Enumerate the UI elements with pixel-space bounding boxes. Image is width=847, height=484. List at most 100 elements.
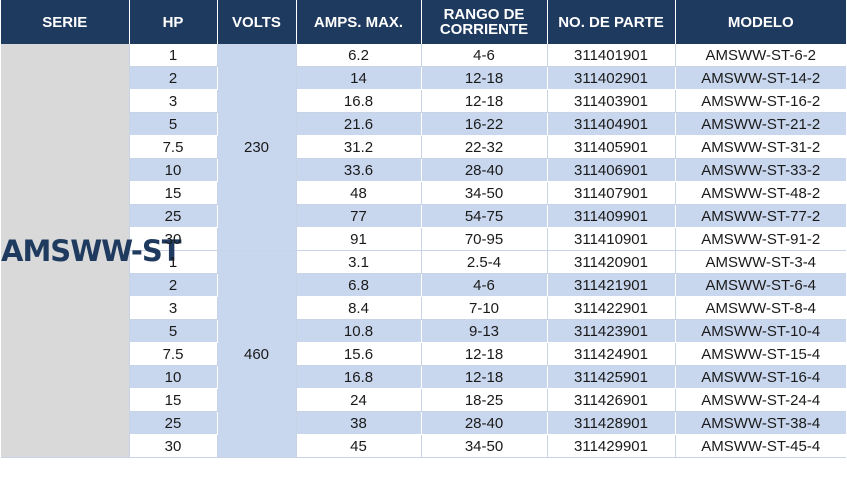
modelo-cell: AMSWW-ST-45-4 [675, 434, 846, 458]
header-row: SERIE HP VOLTS AMPS. MAX. RANGO DE CORRIE… [1, 0, 846, 44]
specs-table: SERIE HP VOLTS AMPS. MAX. RANGO DE CORRIE… [1, 0, 846, 458]
hp-cell: 5 [129, 112, 218, 136]
table-row: 2 6.8 4-6 311421901 AMSWW-ST-6-4 [1, 273, 846, 297]
amps-cell: 16.8 [296, 365, 422, 389]
header-rango: RANGO DE CORRIENTE [421, 0, 548, 44]
modelo-cell: AMSWW-ST-31-2 [675, 135, 846, 159]
table-row: 3 8.4 7-10 311422901 AMSWW-ST-8-4 [1, 296, 846, 320]
table-row: 1 460 3.1 2.5-4 311420901 AMSWW-ST-3-4 [1, 250, 846, 458]
parte-cell: 311423901 [547, 319, 676, 343]
parte-cell: 311429901 [547, 434, 676, 458]
header-hp: HP [129, 0, 218, 44]
hp-cell: 25 [129, 411, 218, 435]
amps-cell: 21.6 [296, 112, 422, 136]
rango-cell: 28-40 [421, 411, 548, 435]
table-row: 10 33.6 28-40 311406901 AMSWW-ST-33-2 [1, 158, 846, 182]
amps-cell: 14 [296, 66, 422, 90]
parte-cell: 311405901 [547, 135, 676, 159]
modelo-cell: AMSWW-ST-48-2 [675, 181, 846, 205]
modelo-cell: AMSWW-ST-15-4 [675, 342, 846, 366]
table-row: 3 16.8 12-18 311403901 AMSWW-ST-16-2 [1, 89, 846, 113]
header-volts: VOLTS [217, 0, 297, 44]
modelo-cell: AMSWW-ST-24-4 [675, 388, 846, 412]
modelo-cell: AMSWW-ST-3-4 [675, 250, 846, 274]
volts-cell: 460 [217, 250, 297, 458]
table-row: 25 77 54-75 311409901 AMSWW-ST-77-2 [1, 204, 846, 228]
header-amps: AMPS. MAX. [296, 0, 422, 44]
rango-cell: 34-50 [421, 181, 548, 205]
hp-cell: 3 [129, 89, 218, 113]
modelo-cell: AMSWW-ST-6-2 [675, 44, 846, 67]
modelo-cell: AMSWW-ST-38-4 [675, 411, 846, 435]
table-row: 30 45 34-50 311429901 AMSWW-ST-45-4 [1, 434, 846, 458]
modelo-cell: AMSWW-ST-10-4 [675, 319, 846, 343]
parte-cell: 311403901 [547, 89, 676, 113]
rango-cell: 12-18 [421, 89, 548, 113]
table-row: 2 14 12-18 311402901 AMSWW-ST-14-2 [1, 66, 846, 90]
parte-cell: 311407901 [547, 181, 676, 205]
parte-cell: 311406901 [547, 158, 676, 182]
hp-cell: 25 [129, 204, 218, 228]
header-modelo: MODELO [675, 0, 846, 44]
amps-cell: 6.8 [296, 273, 422, 297]
hp-cell: 10 [129, 158, 218, 182]
table-row: 7.5 31.2 22-32 311405901 AMSWW-ST-31-2 [1, 135, 846, 159]
amps-cell: 15.6 [296, 342, 422, 366]
amps-cell: 24 [296, 388, 422, 412]
table-row: 5 10.8 9-13 311423901 AMSWW-ST-10-4 [1, 319, 846, 343]
header-serie: SERIE [1, 0, 130, 44]
table-row: AMSWW-ST 1 230 6.2 4-6 311401901 AMSWW-ST-6-2 [1, 44, 846, 458]
parte-cell: 311426901 [547, 388, 676, 412]
hp-cell: 2 [129, 273, 218, 297]
rango-cell: 28-40 [421, 158, 548, 182]
header-parte: NO. DE PARTE [547, 0, 676, 44]
amps-cell: 10.8 [296, 319, 422, 343]
hp-cell: 1 [129, 44, 218, 67]
rango-cell: 18-25 [421, 388, 548, 412]
serie-cell: AMSWW-ST [1, 44, 182, 458]
table-row: 10 16.8 12-18 311425901 AMSWW-ST-16-4 [1, 365, 846, 389]
table-row: 25 38 28-40 311428901 AMSWW-ST-38-4 [1, 411, 846, 435]
parte-cell: 311420901 [547, 250, 676, 274]
hp-cell: 30 [129, 434, 218, 458]
hp-cell: 15 [129, 181, 218, 205]
amps-cell: 3.1 [296, 250, 422, 274]
modelo-cell: AMSWW-ST-6-4 [675, 273, 846, 297]
modelo-cell: AMSWW-ST-91-2 [675, 227, 846, 251]
parte-cell: 311428901 [547, 411, 676, 435]
amps-cell: 38 [296, 411, 422, 435]
parte-cell: 311422901 [547, 296, 676, 320]
modelo-cell: AMSWW-ST-8-4 [675, 296, 846, 320]
parte-cell: 311401901 [547, 44, 676, 67]
volts-cell: 230 [217, 44, 297, 251]
modelo-cell: AMSWW-ST-14-2 [675, 66, 846, 90]
parte-cell: 311421901 [547, 273, 676, 297]
hp-cell: 10 [129, 365, 218, 389]
hp-cell: 3 [129, 296, 218, 320]
table-row: 15 24 18-25 311426901 AMSWW-ST-24-4 [1, 388, 846, 412]
hp-cell: 7.5 [129, 342, 218, 366]
rango-cell: 70-95 [421, 227, 548, 251]
amps-cell: 77 [296, 204, 422, 228]
header-rango-line2: CORRIENTE [439, 21, 529, 38]
modelo-cell: AMSWW-ST-77-2 [675, 204, 846, 228]
parte-cell: 311424901 [547, 342, 676, 366]
modelo-cell: AMSWW-ST-21-2 [675, 112, 846, 136]
rango-cell: 9-13 [421, 319, 548, 343]
hp-cell: 2 [129, 66, 218, 90]
hp-cell: 5 [129, 319, 218, 343]
rango-cell: 12-18 [421, 342, 548, 366]
amps-cell: 91 [296, 227, 422, 251]
table-row: 15 48 34-50 311407901 AMSWW-ST-48-2 [1, 181, 846, 205]
hp-cell: 15 [129, 388, 218, 412]
modelo-cell: AMSWW-ST-33-2 [675, 158, 846, 182]
amps-cell: 33.6 [296, 158, 422, 182]
parte-cell: 311410901 [547, 227, 676, 251]
amps-cell: 31.2 [296, 135, 422, 159]
amps-cell: 8.4 [296, 296, 422, 320]
modelo-cell: AMSWW-ST-16-2 [675, 89, 846, 113]
hp-cell: 1 [129, 250, 218, 274]
parte-cell: 311404901 [547, 112, 676, 136]
parte-cell: 311409901 [547, 204, 676, 228]
table-row: 5 21.6 16-22 311404901 AMSWW-ST-21-2 [1, 112, 846, 136]
